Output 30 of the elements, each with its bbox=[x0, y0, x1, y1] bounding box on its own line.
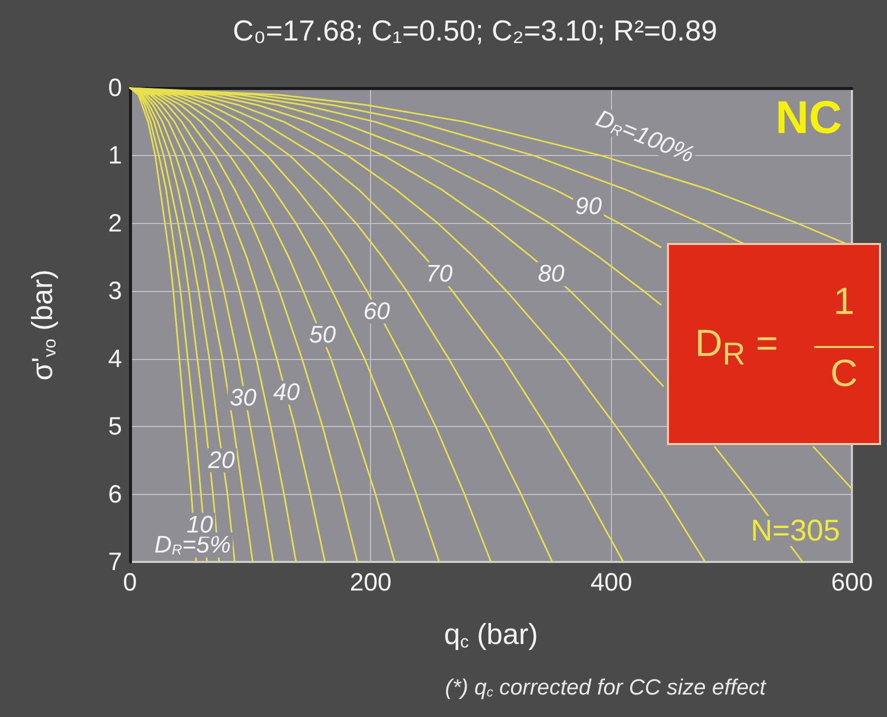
series-label: 40 bbox=[273, 379, 300, 406]
series-label: 20 bbox=[207, 446, 236, 474]
annotation: C bbox=[829, 353, 859, 396]
text: DR=100% bbox=[592, 104, 698, 169]
series-label: 50 bbox=[309, 322, 337, 349]
y-tick-label: 3 bbox=[108, 277, 122, 306]
y-axis-title: σ'vo (bar) bbox=[26, 269, 60, 381]
series-label: 90 bbox=[575, 193, 602, 220]
series-label: 60 bbox=[363, 298, 391, 325]
annotation: 1 bbox=[832, 281, 856, 324]
annotation: N=305 bbox=[750, 514, 840, 548]
y-tick-label: 0 bbox=[108, 74, 122, 102]
y-tick-label: 2 bbox=[108, 209, 122, 238]
annotation: NC bbox=[776, 91, 842, 143]
y-tick-label: 4 bbox=[108, 344, 122, 373]
x-tick-label: 400 bbox=[590, 568, 632, 596]
chart-title: C₀=17.68; C₁=0.50; C₂=3.10; R²=0.89 bbox=[232, 16, 718, 48]
y-tick-label: 7 bbox=[108, 548, 122, 576]
x-tick-label: 200 bbox=[350, 568, 392, 596]
annotation: D$_{R}$ = bbox=[695, 323, 778, 373]
y-tick-label: 6 bbox=[108, 480, 122, 508]
series-label: 70 bbox=[426, 260, 454, 288]
text: (*) qc corrected for CC size effect bbox=[445, 674, 767, 700]
x-tick-label: 600 bbox=[831, 568, 873, 596]
series-label: DR=5% bbox=[154, 532, 231, 559]
y-tick-label: 5 bbox=[108, 412, 122, 441]
y-tick-label: 1 bbox=[108, 142, 122, 170]
formula-box: D$_{R}$ = 1 C bbox=[667, 243, 881, 445]
series-label: 80 bbox=[538, 260, 566, 288]
series-label: 30 bbox=[230, 384, 258, 412]
